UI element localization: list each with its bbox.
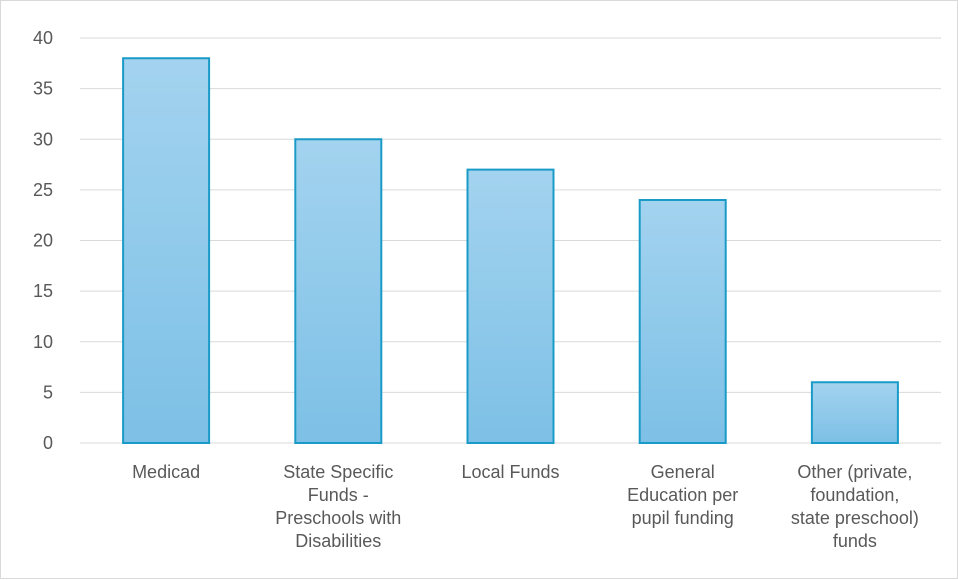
y-tick-label: 15 (33, 281, 53, 301)
y-tick-label: 35 (33, 79, 53, 99)
y-tick-label: 0 (43, 433, 53, 453)
bar (466, 168, 555, 444)
bar (294, 138, 383, 444)
x-category-label: Other (private, foundation, state preschoo… (791, 462, 919, 551)
x-category-label-line: funds (833, 531, 877, 551)
bar (810, 381, 899, 444)
x-axis-category-labels: Medicad State Specific Funds - Preschools w… (132, 462, 919, 551)
x-category-label-line: foundation, (810, 485, 899, 505)
bar (638, 199, 727, 444)
x-category-label-line: Disabilities (295, 531, 381, 551)
x-category-label-line: Medicad (132, 462, 200, 482)
x-category-label: State Specific Funds - Preschools with Disa… (275, 462, 401, 551)
x-category-label-line: General (651, 462, 715, 482)
x-category-label-line: Funds - (308, 485, 369, 505)
y-tick-label: 30 (33, 129, 53, 149)
x-category-label-line: state preschool) (791, 508, 919, 528)
x-category-label-line: Local Funds (461, 462, 559, 482)
bar (122, 57, 211, 444)
y-tick-label: 40 (33, 28, 53, 48)
x-category-label-line: Preschools with (275, 508, 401, 528)
y-tick-label: 10 (33, 332, 53, 352)
x-category-label: Local Funds (461, 462, 559, 482)
y-tick-label: 20 (33, 231, 53, 251)
bars (122, 57, 899, 444)
x-category-label-line: pupil funding (632, 508, 734, 528)
y-tick-label: 5 (43, 382, 53, 402)
y-tick-label: 25 (33, 180, 53, 200)
x-category-label-line: State Specific (283, 462, 393, 482)
y-axis-tick-labels: 0 5 10 15 20 25 30 35 40 (33, 28, 53, 453)
x-category-label: Medicad (132, 462, 200, 482)
x-category-label: General Education per pupil funding (627, 462, 738, 528)
x-category-label-line: Education per (627, 485, 738, 505)
x-category-label-line: Other (private, (797, 462, 912, 482)
